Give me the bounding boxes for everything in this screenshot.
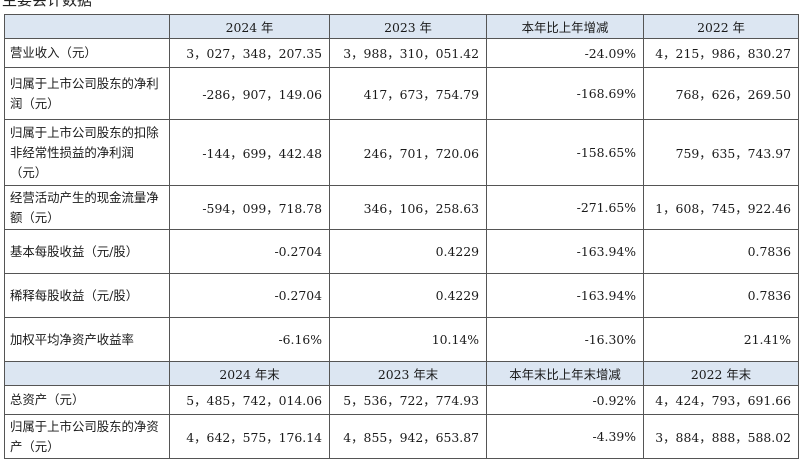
value-change: -16.30% [486, 317, 644, 362]
value-2022: 759，635，743.97 [643, 119, 799, 186]
table-row-revenue: 营业收入（元） 3，027，348，207.35 3，988，310，051.4… [4, 38, 799, 68]
value-2024: -0.2704 [169, 229, 330, 274]
table-row-net-assets: 归属于上市公司股东的净资产（元） 4，642，575，176.14 4，855，… [4, 414, 799, 459]
value-2023: 5，536，722，774.93 [329, 385, 487, 415]
value-2022: 768，626，269.50 [643, 67, 799, 120]
row-label: 稀释每股收益（元/股） [4, 273, 170, 318]
header-cell-change: 本年比上年增减 [486, 14, 644, 39]
value-2022: 0.7836 [643, 229, 799, 274]
value-2022: 4，215，986，830.27 [643, 38, 799, 68]
value-change: -271.65% [486, 185, 644, 230]
row-label: 加权平均净资产收益率 [4, 317, 170, 362]
value-change: -4.39% [486, 414, 644, 459]
row-label: 归属于上市公司股东的扣除非经常性损益的净利润（元） [4, 119, 170, 186]
table-row-diluted-eps: 稀释每股收益（元/股） -0.2704 0.4229 -163.94% 0.78… [4, 273, 799, 318]
value-2023: 0.4229 [329, 273, 487, 318]
value-change: -24.09% [486, 38, 644, 68]
value-2024: -6.16% [169, 317, 330, 362]
value-2024: -286，907，149.06 [169, 67, 330, 120]
table-row-total-assets: 总资产（元） 5，485，742，014.06 5，536，722，774.93… [4, 385, 799, 415]
row-label: 营业收入（元） [4, 38, 170, 68]
row-label: 总资产（元） [4, 385, 170, 415]
header-cell-2022-end: 2022 年末 [643, 361, 799, 386]
value-2023: 3，988，310，051.42 [329, 38, 487, 68]
row-label: 归属于上市公司股东的净利润（元） [4, 67, 170, 120]
value-change: -158.65% [486, 119, 644, 186]
value-2023: 4，855，942，653.87 [329, 414, 487, 459]
header-cell-2023: 2023 年 [329, 14, 487, 39]
table-row-operating-cash-flow: 经营活动产生的现金流量净额（元） -594，099，718.78 346，106… [4, 185, 799, 230]
value-2023: 417，673，754.79 [329, 67, 487, 120]
table-header-row: 2024 年 2023 年 本年比上年增减 2022 年 [4, 14, 799, 39]
value-2023: 0.4229 [329, 229, 487, 274]
header-cell-empty [4, 14, 170, 39]
value-2024: -0.2704 [169, 273, 330, 318]
header-cell-2023-end: 2023 年末 [329, 361, 487, 386]
value-change: -0.92% [486, 385, 644, 415]
page-heading: 主要会计数据 [2, 0, 93, 9]
value-2024: 4，642，575，176.14 [169, 414, 330, 459]
header-cell-2024: 2024 年 [169, 14, 330, 39]
table-row-net-profit: 归属于上市公司股东的净利润（元） -286，907，149.06 417，673… [4, 67, 799, 120]
header-cell-empty [4, 361, 170, 386]
page-heading-cropped: 主要会计数据 [0, 0, 800, 14]
value-change: -163.94% [486, 229, 644, 274]
header-cell-change-end: 本年末比上年末增减 [486, 361, 644, 386]
financial-data-table: 2024 年 2023 年 本年比上年增减 2022 年 营业收入（元） 3，0… [4, 14, 799, 459]
row-label: 经营活动产生的现金流量净额（元） [4, 185, 170, 230]
table-row-roe: 加权平均净资产收益率 -6.16% 10.14% -16.30% 21.41% [4, 317, 799, 362]
value-2023: 246，701，720.06 [329, 119, 487, 186]
header-cell-2022: 2022 年 [643, 14, 799, 39]
table-header-row-year-end: 2024 年末 2023 年末 本年末比上年末增减 2022 年末 [4, 361, 799, 386]
value-2023: 346，106，258.63 [329, 185, 487, 230]
value-change: -168.69% [486, 67, 644, 120]
value-2022: 3，884，888，588.02 [643, 414, 799, 459]
value-2024: 5，485，742，014.06 [169, 385, 330, 415]
value-2023: 10.14% [329, 317, 487, 362]
value-2022: 21.41% [643, 317, 799, 362]
header-cell-2024-end: 2024 年末 [169, 361, 330, 386]
row-label: 基本每股收益（元/股） [4, 229, 170, 274]
value-2024: -594，099，718.78 [169, 185, 330, 230]
value-2024: 3，027，348，207.35 [169, 38, 330, 68]
value-2024: -144，699，442.48 [169, 119, 330, 186]
value-2022: 0.7836 [643, 273, 799, 318]
value-2022: 1，608，745，922.46 [643, 185, 799, 230]
value-change: -163.94% [486, 273, 644, 318]
row-label: 归属于上市公司股东的净资产（元） [4, 414, 170, 459]
value-2022: 4，424，793，691.66 [643, 385, 799, 415]
table-row-net-profit-deducted: 归属于上市公司股东的扣除非经常性损益的净利润（元） -144，699，442.4… [4, 119, 799, 186]
table-row-basic-eps: 基本每股收益（元/股） -0.2704 0.4229 -163.94% 0.78… [4, 229, 799, 274]
